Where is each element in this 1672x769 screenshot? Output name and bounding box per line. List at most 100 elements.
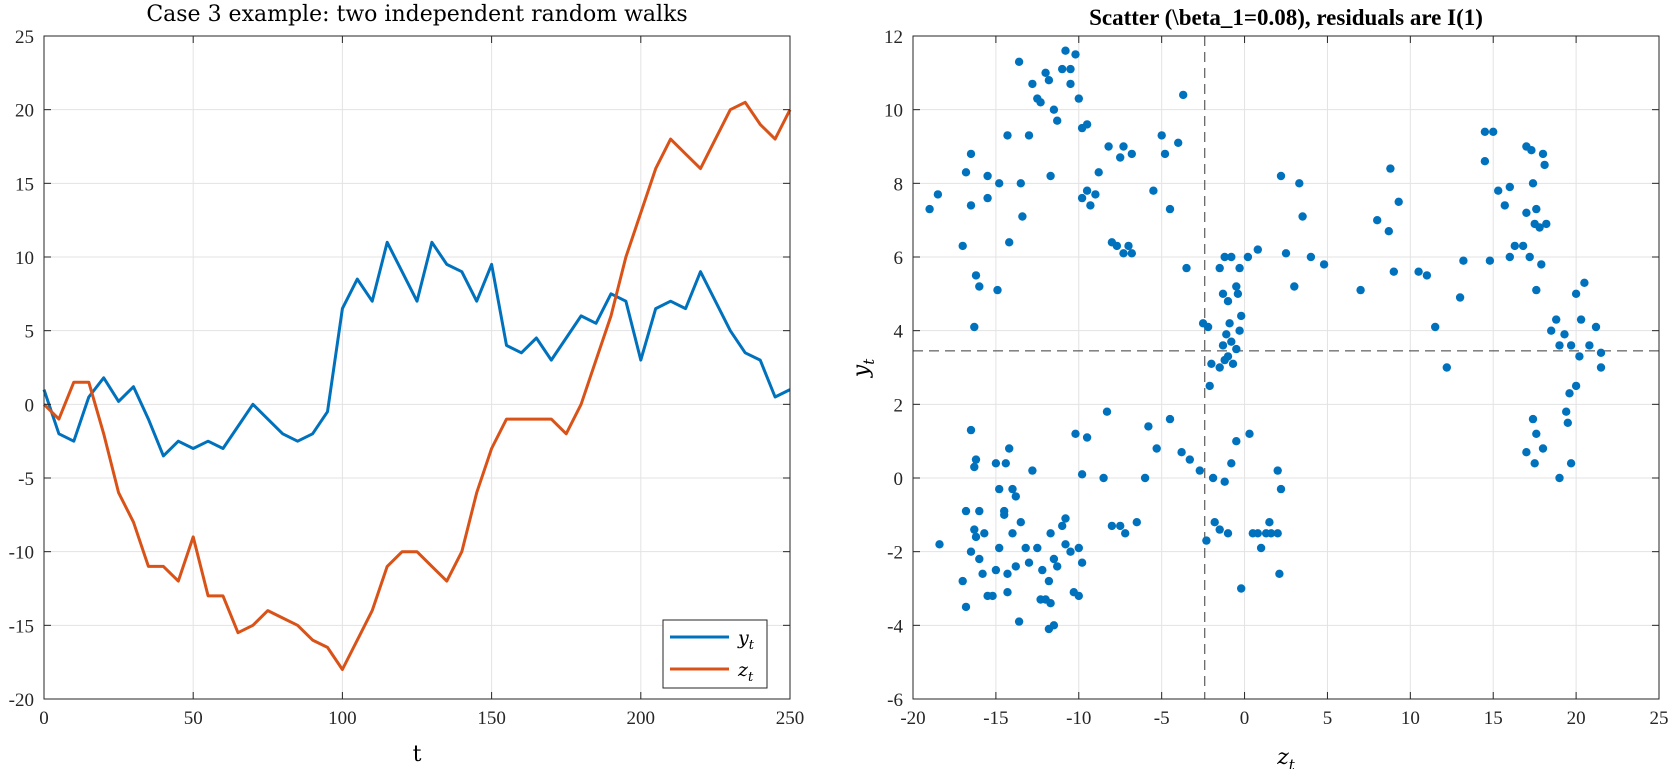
scatter-point (991, 565, 1001, 575)
right-y-tick-label: 2 (894, 395, 904, 416)
scatter-point (1500, 201, 1510, 210)
scatter-point (1527, 146, 1536, 155)
scatter-point (1276, 484, 1286, 494)
right-y-tick-label: 0 (894, 469, 904, 490)
right-y-tick-label: -6 (887, 690, 903, 711)
scatter-point (1082, 120, 1092, 129)
scatter-point (1094, 168, 1103, 177)
legend-box (662, 619, 768, 689)
scatter-point (980, 529, 989, 538)
left-x-tick-label: 150 (477, 708, 506, 729)
scatter-point (1082, 186, 1092, 195)
scatter-point (1061, 46, 1070, 55)
scatter-point (1152, 444, 1161, 453)
scatter-point (1028, 79, 1037, 89)
right-x-tick-label: -20 (900, 708, 925, 729)
right-x-tick-label: 20 (1567, 708, 1586, 729)
scatter-point (1273, 529, 1282, 538)
scatter-point (966, 425, 976, 435)
right-x-axis-label: zt (1276, 745, 1296, 769)
scatter-point (1580, 278, 1589, 287)
line-chart-panel: 0 50 100 150 200 250 -20 -15 -10 -5 0 5 10 15 20 25 Cas… (9, 2, 805, 767)
left-y-tick-label: -20 (9, 690, 34, 711)
scatter-point (1232, 437, 1241, 446)
scatter-point (1046, 599, 1055, 608)
scatter-point (1127, 249, 1137, 258)
scatter-point (1373, 216, 1382, 225)
left-y-tick-label: -10 (9, 543, 34, 564)
scatter-point (1066, 64, 1075, 74)
scatter-point (1306, 252, 1316, 262)
scatter-point (958, 576, 967, 586)
scatter-point (1225, 319, 1234, 328)
right-y-tick-label: 12 (884, 27, 903, 48)
scatter-point (1459, 256, 1468, 265)
scatter-point (1485, 256, 1495, 265)
scatter-point (966, 201, 976, 210)
scatter-point (1165, 414, 1175, 424)
scatter-point (1058, 521, 1067, 531)
scatter-point (961, 506, 971, 516)
left-x-tick-label: 250 (776, 708, 805, 729)
scatter-point (1237, 584, 1246, 593)
scatter-point (1480, 157, 1490, 166)
scatter-point (1195, 466, 1205, 475)
series-line-y (42, 240, 791, 458)
scatter-point (1008, 484, 1017, 494)
scatter-point (1003, 131, 1012, 140)
scatter-point (1005, 238, 1014, 247)
scatter-point (1071, 429, 1080, 438)
scatter-point (1177, 448, 1186, 457)
scatter-point (1530, 459, 1539, 468)
scatter-point (1011, 492, 1020, 501)
scatter-point (970, 322, 979, 332)
scatter-point (1082, 433, 1092, 442)
right-y-tick-label: 10 (884, 101, 903, 122)
scatter-point (1220, 252, 1229, 262)
scatter-point (1547, 326, 1556, 335)
scatter-point (983, 171, 992, 181)
right-y-tick-label: 6 (894, 248, 904, 269)
scatter-point (1298, 212, 1307, 221)
scatter-point (995, 484, 1004, 494)
scatter-point (1207, 359, 1216, 368)
scatter-point (1389, 267, 1399, 276)
scatter-point (1182, 263, 1191, 273)
scatter-point (1132, 518, 1142, 527)
scatter-point (1011, 562, 1020, 571)
left-y-tick-label: 5 (25, 322, 35, 343)
right-x-tick-label: -15 (983, 708, 1008, 729)
scatter-point (1253, 245, 1263, 254)
scatter-point (1560, 330, 1569, 339)
scatter-point (975, 554, 984, 564)
scatter-point (1220, 355, 1229, 365)
scatter-point (966, 547, 976, 556)
scatter-point (993, 285, 1002, 295)
scatter-point (1455, 293, 1465, 302)
scatter-point (970, 525, 979, 534)
scatter-point (1535, 223, 1544, 232)
scatter-point (1555, 473, 1564, 483)
scatter-point (975, 506, 984, 516)
scatter-point (1071, 50, 1080, 59)
left-y-tick-label: 25 (15, 27, 34, 48)
scatter-point (1119, 142, 1128, 151)
scatter-point (1077, 558, 1087, 567)
scatter-point (966, 149, 976, 159)
scatter-point (1571, 289, 1581, 298)
scatter-point (1016, 518, 1025, 527)
scatter-point (1107, 521, 1117, 531)
scatter-point (958, 241, 967, 251)
scatter-point (1235, 263, 1244, 273)
scatter-point (1014, 57, 1024, 66)
legend-label-y: yt (737, 627, 755, 653)
scatter-point (1044, 76, 1054, 85)
scatter-point (1591, 322, 1601, 332)
scatter-point (1112, 241, 1122, 251)
scatter-point (1121, 529, 1130, 538)
scatter-point (1119, 249, 1128, 258)
scatter-point (1124, 241, 1133, 251)
